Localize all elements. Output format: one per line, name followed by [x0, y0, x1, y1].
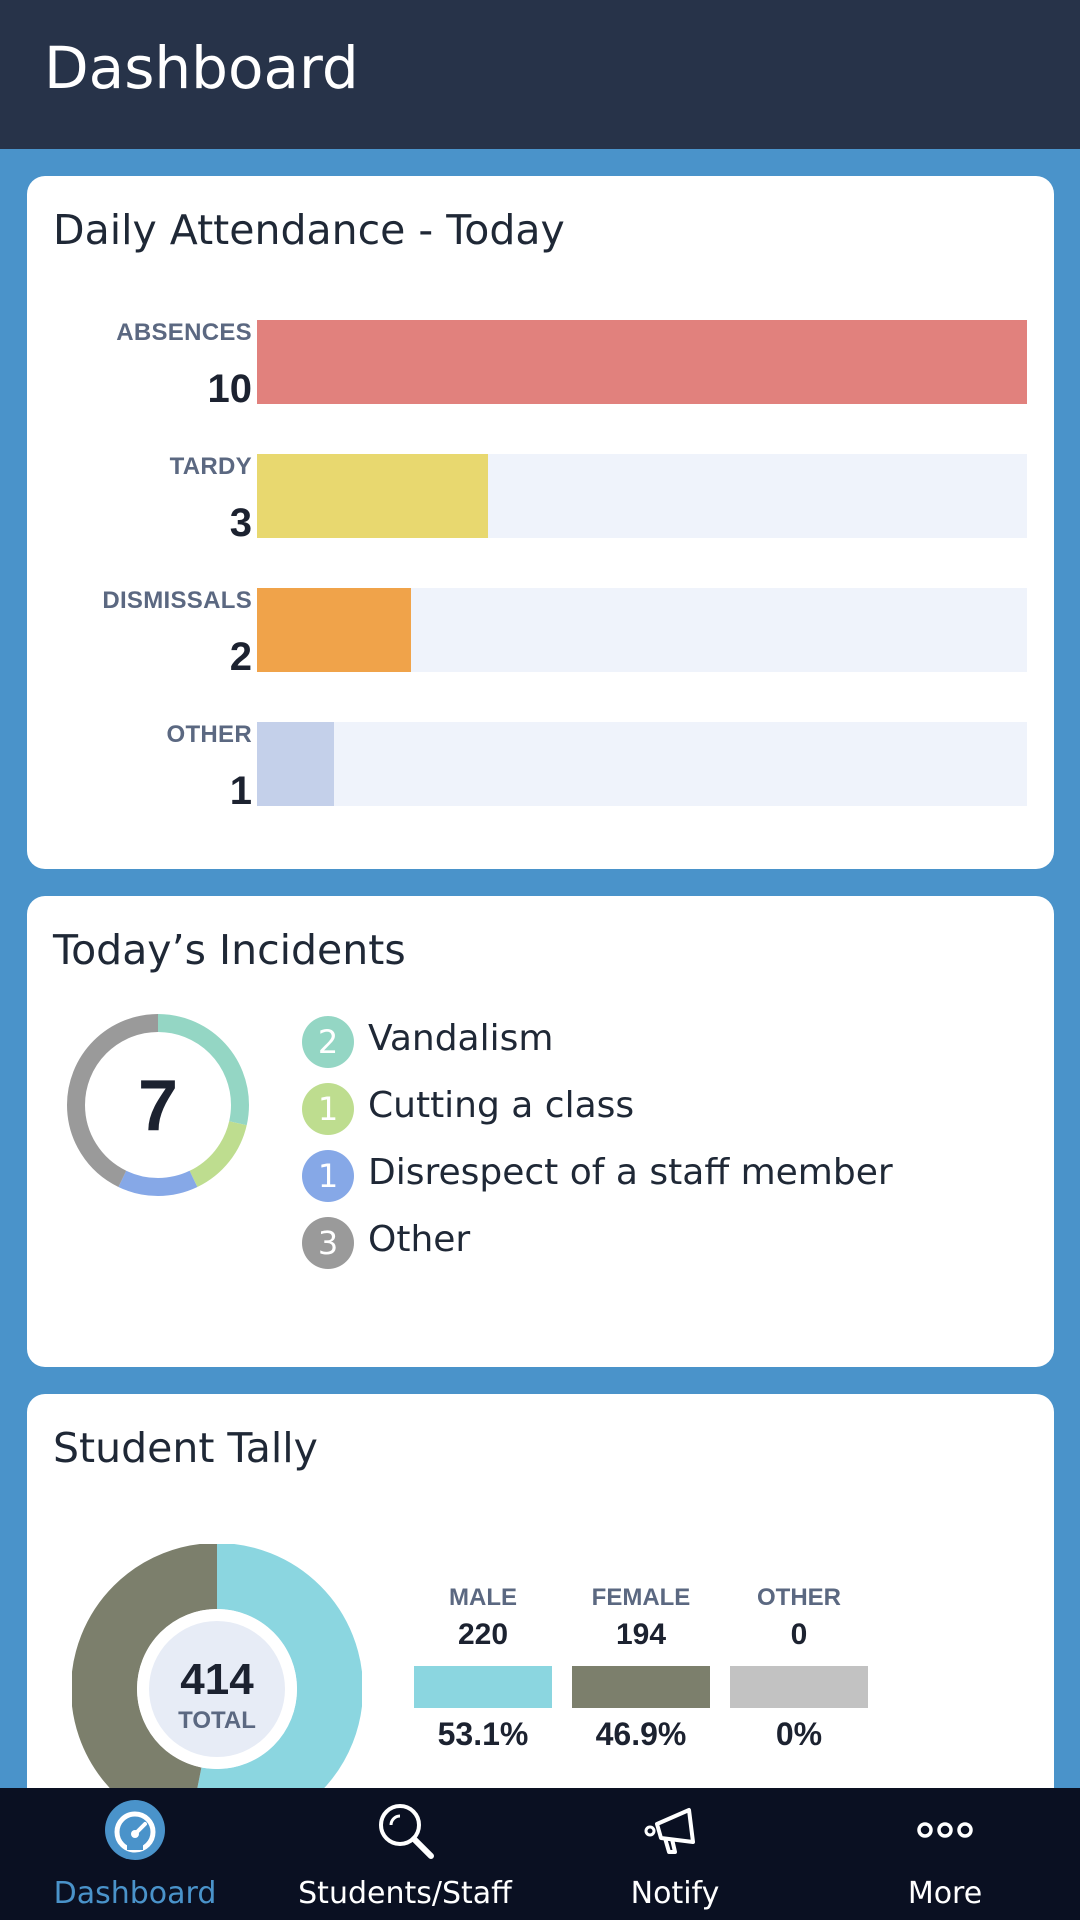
incidents-title: Today’s Incidents	[53, 926, 406, 974]
tally-donut: 414 TOTAL	[72, 1544, 362, 1814]
tally-count: 0	[790, 1618, 808, 1651]
tardy-label: TARDY	[169, 453, 252, 480]
dismissals-bar	[257, 588, 411, 672]
incident-donut-segment	[67, 1014, 249, 1196]
incidents-card[interactable]: Today’s Incidents 7 2 Vandalism 1 Cuttin…	[27, 896, 1054, 1367]
attendance-title: Daily Attendance - Today	[53, 206, 565, 254]
tally-label: FEMALE	[591, 1584, 691, 1611]
incidents-total: 7	[138, 1066, 178, 1146]
incident-label: Cutting a class	[368, 1085, 635, 1126]
tally-title: Student Tally	[53, 1424, 318, 1472]
tardy-value: 3	[229, 501, 252, 545]
absences-bar	[257, 320, 1027, 404]
absences-value: 10	[207, 367, 253, 411]
tally-donut-segment	[72, 1544, 362, 1814]
other-attendance-bar-track	[257, 722, 1027, 806]
tally-count: 194	[615, 1618, 667, 1651]
tally-count: 220	[457, 1618, 509, 1651]
bottom-nav: Dashboard Students/Staff Notify More	[0, 1788, 1080, 1920]
incident-donut-segment	[67, 1014, 249, 1196]
search-icon	[379, 1804, 434, 1859]
tally-label: MALE	[449, 1584, 517, 1611]
tally-percent: 53.1%	[437, 1716, 529, 1752]
incident-count-badge: 1	[302, 1150, 354, 1202]
tally-percent: 0%	[775, 1716, 823, 1752]
tally-total-label: TOTAL	[178, 1707, 256, 1734]
dashboard-gauge-icon	[105, 1800, 165, 1860]
nav-label: Notify	[630, 1876, 720, 1911]
tally-label: OTHER	[757, 1584, 841, 1611]
nav-students-staff[interactable]: Students/Staff	[270, 1788, 540, 1920]
dismissals-value: 2	[229, 635, 252, 679]
incident-count-badge: 3	[302, 1217, 354, 1269]
incident-label: Other	[368, 1219, 471, 1260]
incident-count-badge: 1	[302, 1083, 354, 1135]
tally-swatch	[572, 1666, 710, 1708]
nav-label: More	[907, 1876, 983, 1911]
absences-label: ABSENCES	[116, 319, 252, 346]
other-attendance-label: OTHER	[166, 721, 252, 748]
nav-dashboard[interactable]: Dashboard	[0, 1788, 270, 1920]
tally-percent: 46.9%	[595, 1716, 687, 1752]
tally-female: FEMALE 194 46.9%	[572, 1584, 710, 1753]
tardy-bar-track	[257, 454, 1027, 538]
tardy-bar	[257, 454, 488, 538]
incident-count-badge: 2	[302, 1016, 354, 1068]
megaphone-icon	[644, 1808, 695, 1854]
more-dots-icon	[917, 1822, 973, 1838]
tally-swatch	[414, 1666, 552, 1708]
tally-swatch	[730, 1666, 868, 1708]
dismissals-bar-track	[257, 588, 1027, 672]
nav-label: Dashboard	[53, 1876, 217, 1911]
tally-other: OTHER 0 0%	[730, 1584, 868, 1753]
tally-male: MALE 220 53.1%	[414, 1584, 552, 1753]
incident-label: Vandalism	[368, 1018, 554, 1059]
other-attendance-value: 1	[229, 769, 252, 813]
nav-label: Students/Staff	[298, 1876, 512, 1911]
app-header: Dashboard	[0, 0, 1080, 149]
attendance-card[interactable]: Daily Attendance - Today ABSENCES 10 TAR…	[27, 176, 1054, 869]
incidents-donut: 7	[67, 1014, 249, 1196]
nav-notify[interactable]: Notify	[540, 1788, 810, 1920]
other-attendance-bar	[257, 722, 334, 806]
student-tally-card[interactable]: Student Tally 414 TOTAL MALE 220 53.1% F…	[27, 1394, 1054, 1814]
incident-label: Disrespect of a staff member	[368, 1152, 893, 1193]
nav-more[interactable]: More	[810, 1788, 1080, 1920]
absences-bar-track	[257, 320, 1027, 404]
tally-total: 414	[180, 1655, 254, 1704]
page-title: Dashboard	[44, 34, 359, 102]
dismissals-label: DISMISSALS	[102, 587, 252, 614]
